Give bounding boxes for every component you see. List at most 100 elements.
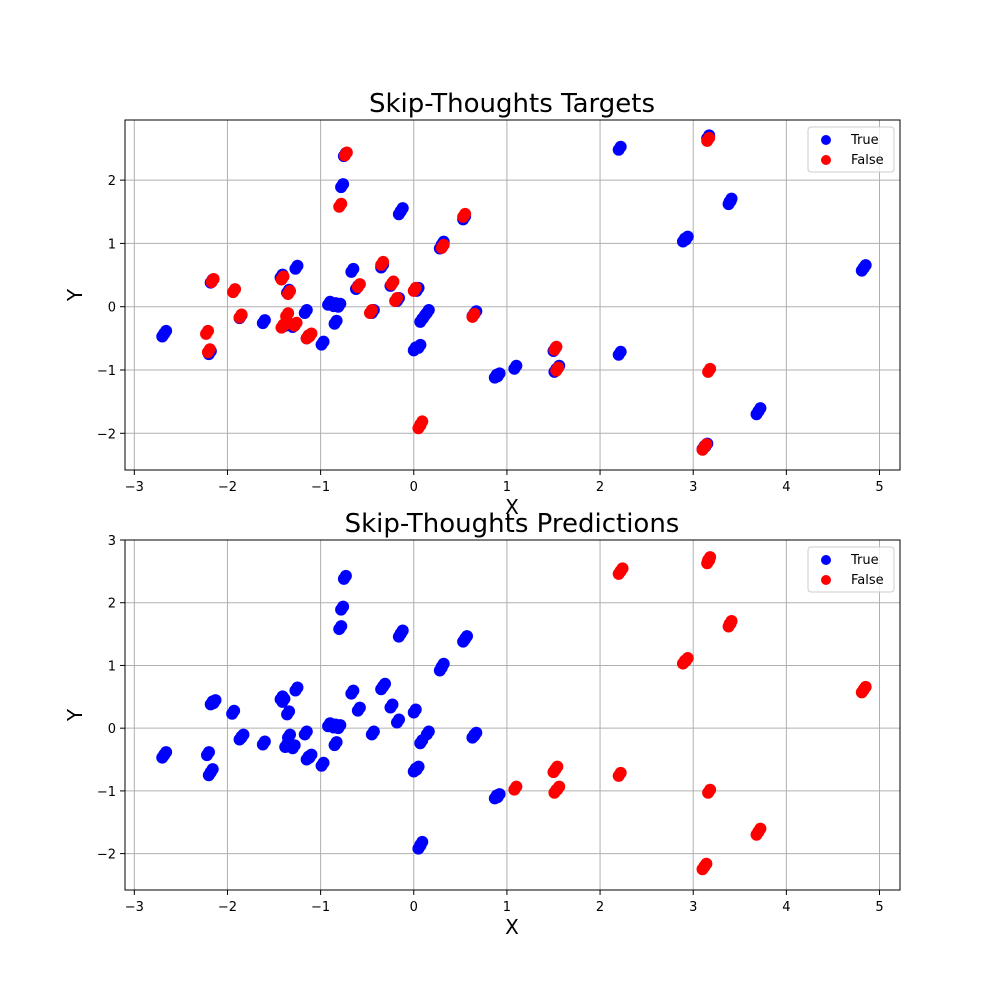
point-false-overlap — [703, 131, 716, 144]
point-true-overlap — [460, 630, 473, 643]
legend-label-false-predictions: False — [851, 573, 884, 588]
point-true-overlap — [367, 725, 380, 738]
x-tick-label: 0 — [410, 900, 418, 915]
subplot-predictions: Skip-Thoughts Predictions −3 −2 −1 0 1 2 3 4 5 −… — [63, 509, 901, 939]
point-true-overlap — [300, 725, 313, 738]
point-false-overlap — [437, 238, 450, 251]
point-true-overlap — [725, 192, 738, 205]
point-false-overlap — [284, 285, 297, 298]
y-tick-label: −2 — [97, 848, 116, 863]
legend-predictions: True False — [807, 546, 895, 593]
point-true-overlap — [330, 314, 343, 327]
point-true-overlap — [258, 314, 271, 327]
x-axis-label-predictions: X — [505, 915, 519, 939]
point-true-overlap — [422, 725, 435, 738]
point-false-overlap — [353, 278, 366, 291]
point-true-overlap — [339, 569, 352, 582]
x-tick-label: 5 — [875, 900, 883, 915]
x-tick-label: −2 — [218, 900, 237, 915]
point-true-overlap — [422, 304, 435, 317]
point-false-overlap — [416, 415, 429, 428]
point-false-overlap — [277, 270, 290, 283]
point-true-overlap — [493, 788, 506, 801]
chart-title-predictions: Skip-Thoughts Predictions — [345, 509, 680, 539]
y-tick-label: 2 — [108, 174, 116, 189]
gridlines-predictions — [125, 539, 900, 890]
point-true-overlap — [396, 624, 409, 637]
x-tick-label: 2 — [596, 900, 604, 915]
x-tick-label: −3 — [125, 480, 144, 495]
point-false-overlap — [459, 207, 472, 220]
x-ticks-targets: −3 −2 −1 0 1 2 3 4 5 — [125, 470, 884, 495]
point-true-overlap — [347, 262, 360, 275]
scatter-points-predictions — [156, 551, 872, 876]
x-tick-label: 4 — [782, 480, 790, 495]
point-true-overlap — [614, 345, 627, 358]
legend-marker-false-targets — [821, 155, 831, 165]
x-tick-label: 0 — [410, 480, 418, 495]
point-true-overlap — [510, 359, 523, 372]
plot-frame-targets — [124, 119, 901, 471]
point-true-overlap — [160, 746, 173, 759]
point-false-overlap — [704, 362, 717, 375]
point-true-overlap — [209, 694, 222, 707]
point-true-overlap — [202, 746, 215, 759]
point-true-overlap — [335, 620, 348, 633]
point-true-overlap — [353, 701, 366, 714]
point-true-overlap — [330, 736, 343, 749]
point-true-overlap — [317, 756, 330, 769]
point-false-overlap — [203, 343, 216, 356]
point-false-overlap — [282, 307, 295, 320]
y-tick-label: 0 — [108, 301, 116, 316]
chart-title-targets: Skip-Thoughts Targets — [369, 89, 655, 119]
point-false-overlap — [468, 307, 481, 320]
y-tick-label: 1 — [108, 659, 116, 674]
point-false-overlap — [550, 340, 563, 353]
legend-label-false-targets: False — [851, 153, 884, 168]
plot-frame-predictions — [124, 539, 901, 891]
y-axis-label-predictions: Y — [63, 708, 87, 722]
x-tick-label: 3 — [689, 480, 697, 495]
x-axis-label-targets: X — [505, 495, 519, 519]
point-true-overlap — [437, 657, 450, 670]
point-true-overlap — [416, 835, 429, 848]
x-ticks-predictions: −3 −2 −1 0 1 2 3 4 5 — [125, 890, 884, 915]
subplot-targets: Skip-Thoughts Targets −3 −2 −1 0 1 2 3 4 5 −2 −1 0… — [63, 89, 901, 519]
y-ticks-predictions: −2 −1 0 1 2 3 — [97, 534, 125, 863]
y-tick-label: 1 — [108, 237, 116, 252]
point-true-overlap — [337, 178, 350, 191]
point-true-overlap — [337, 600, 350, 613]
y-tick-label: −2 — [97, 427, 116, 442]
point-false-overlap — [614, 766, 627, 779]
point-true-overlap — [288, 739, 301, 752]
point-false-overlap — [335, 197, 348, 210]
point-true-overlap — [283, 705, 296, 718]
point-false-overlap — [377, 255, 390, 268]
point-true-overlap — [414, 338, 427, 351]
x-tick-label: 1 — [503, 900, 511, 915]
point-true-overlap — [160, 324, 173, 337]
point-false-overlap — [202, 324, 215, 337]
point-true-overlap — [317, 335, 330, 348]
x-tick-label: 1 — [503, 480, 511, 495]
point-true-overlap — [291, 259, 304, 272]
point-false-overlap — [700, 857, 713, 870]
point-false-overlap — [387, 275, 400, 288]
point-false-overlap — [725, 615, 738, 628]
point-false-overlap — [235, 308, 248, 321]
scatter-points-targets — [156, 129, 872, 456]
point-false-overlap — [553, 780, 566, 793]
point-true-overlap — [300, 304, 313, 317]
legend-label-true-predictions: True — [850, 553, 879, 568]
y-ticks-targets: −2 −1 0 1 2 — [97, 174, 125, 442]
point-false-overlap — [207, 273, 220, 286]
point-false-overlap — [340, 146, 353, 159]
x-tick-label: −1 — [311, 480, 330, 495]
point-false-overlap — [551, 760, 564, 773]
point-true-overlap — [305, 748, 318, 761]
legend-targets: True False — [807, 126, 895, 173]
point-false-overlap — [305, 327, 318, 340]
point-true-overlap — [392, 713, 405, 726]
point-false-overlap — [700, 438, 713, 451]
point-true-overlap — [412, 760, 425, 773]
